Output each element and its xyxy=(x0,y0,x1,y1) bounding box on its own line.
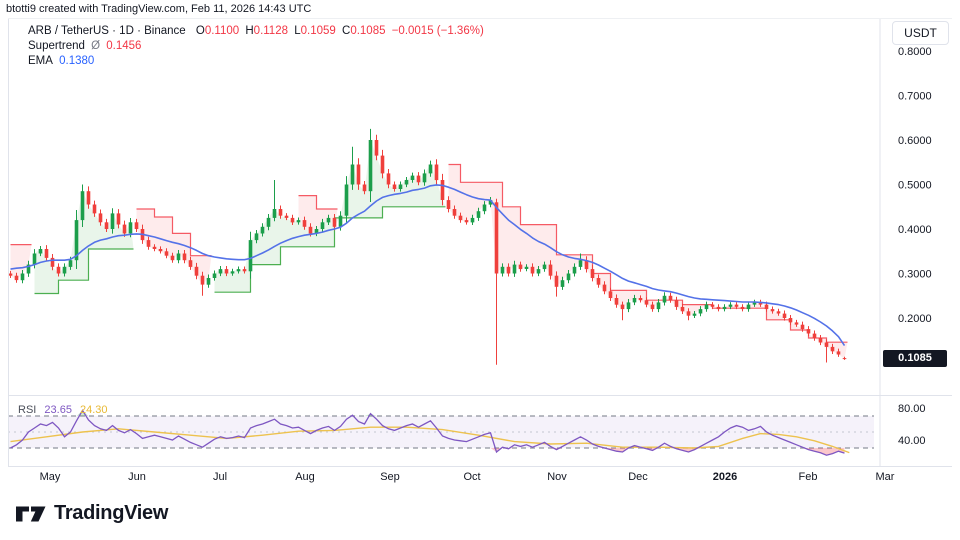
svg-text:0.5000: 0.5000 xyxy=(898,180,932,192)
rsi-ma-value: 24.30 xyxy=(80,404,108,416)
ohlc-close-value: 0.1085 xyxy=(350,25,386,37)
tradingview-logo-icon xyxy=(16,506,46,521)
currency-toggle-button[interactable]: USDT xyxy=(892,21,949,45)
ohlc-low-value: 0.1059 xyxy=(300,25,336,37)
svg-text:0.2000: 0.2000 xyxy=(898,313,932,325)
price-chart-canvas[interactable]: 0.8000 0.7000 0.6000 0.5000 0.4000 0.3000 0.20… xyxy=(8,18,952,492)
supertrend-legend-row[interactable]: Supertrend Ø 0.1456 xyxy=(28,39,487,54)
chart-widget: 0.8000 0.7000 0.6000 0.5000 0.4000 0.3000 0.20… xyxy=(8,18,952,492)
ema-value: 0.1380 xyxy=(59,55,95,67)
ohlc-low-key: L xyxy=(294,25,301,37)
tradingview-logo-text: TradingView xyxy=(54,502,169,524)
svg-text:Mar: Mar xyxy=(876,471,895,483)
attribution-text: btotti9 created with TradingView.com, Fe… xyxy=(6,3,312,15)
ohlc-high-value: 0.1128 xyxy=(253,25,288,37)
ohlc-open-key: O xyxy=(195,25,205,37)
svg-text:Nov: Nov xyxy=(547,471,567,483)
svg-text:Jul: Jul xyxy=(213,471,227,483)
svg-text:0.8000: 0.8000 xyxy=(898,46,932,58)
svg-text:0.7000: 0.7000 xyxy=(898,91,932,103)
svg-text:May: May xyxy=(40,471,61,483)
svg-text:Sep: Sep xyxy=(380,471,400,483)
svg-text:0.4000: 0.4000 xyxy=(898,224,932,236)
symbol-legend-main-row[interactable]: ARB / TetherUS · 1D · Binance O0.1100 H0… xyxy=(28,24,487,39)
ohlc-open-value: 0.1100 xyxy=(204,25,240,37)
change-value: −0.0015 (−1.36%) xyxy=(391,25,484,37)
ema-label: EMA xyxy=(28,55,53,67)
ema-legend-row[interactable]: EMA 0.1380 xyxy=(28,54,487,69)
svg-text:40.00: 40.00 xyxy=(898,435,926,447)
svg-text:Feb: Feb xyxy=(799,471,818,483)
svg-text:Jun: Jun xyxy=(128,471,146,483)
supertrend-source-icon: Ø xyxy=(91,40,101,52)
rsi-legend-row[interactable]: RSI 23.65 24.30 xyxy=(18,404,113,416)
svg-text:0.3000: 0.3000 xyxy=(898,269,932,281)
svg-text:2026: 2026 xyxy=(713,471,737,483)
last-price-badge: 0.1085 xyxy=(883,350,947,367)
svg-text:Oct: Oct xyxy=(463,471,480,483)
rsi-value: 23.65 xyxy=(44,404,72,416)
supertrend-value: 0.1456 xyxy=(106,40,142,52)
svg-text:Dec: Dec xyxy=(628,471,648,483)
ohlc-close-key: C xyxy=(342,25,351,37)
svg-text:0.6000: 0.6000 xyxy=(898,135,932,147)
symbol-title: ARB / TetherUS · 1D · Binance xyxy=(28,25,186,37)
footer-brand[interactable]: TradingView xyxy=(16,502,168,525)
supertrend-label: Supertrend xyxy=(28,40,85,52)
svg-text:Aug: Aug xyxy=(295,471,315,483)
ohlc-high-key: H xyxy=(245,25,254,37)
symbol-legend: ARB / TetherUS · 1D · Binance O0.1100 H0… xyxy=(28,24,490,69)
svg-text:80.00: 80.00 xyxy=(898,403,926,415)
rsi-label: RSI xyxy=(18,404,37,416)
